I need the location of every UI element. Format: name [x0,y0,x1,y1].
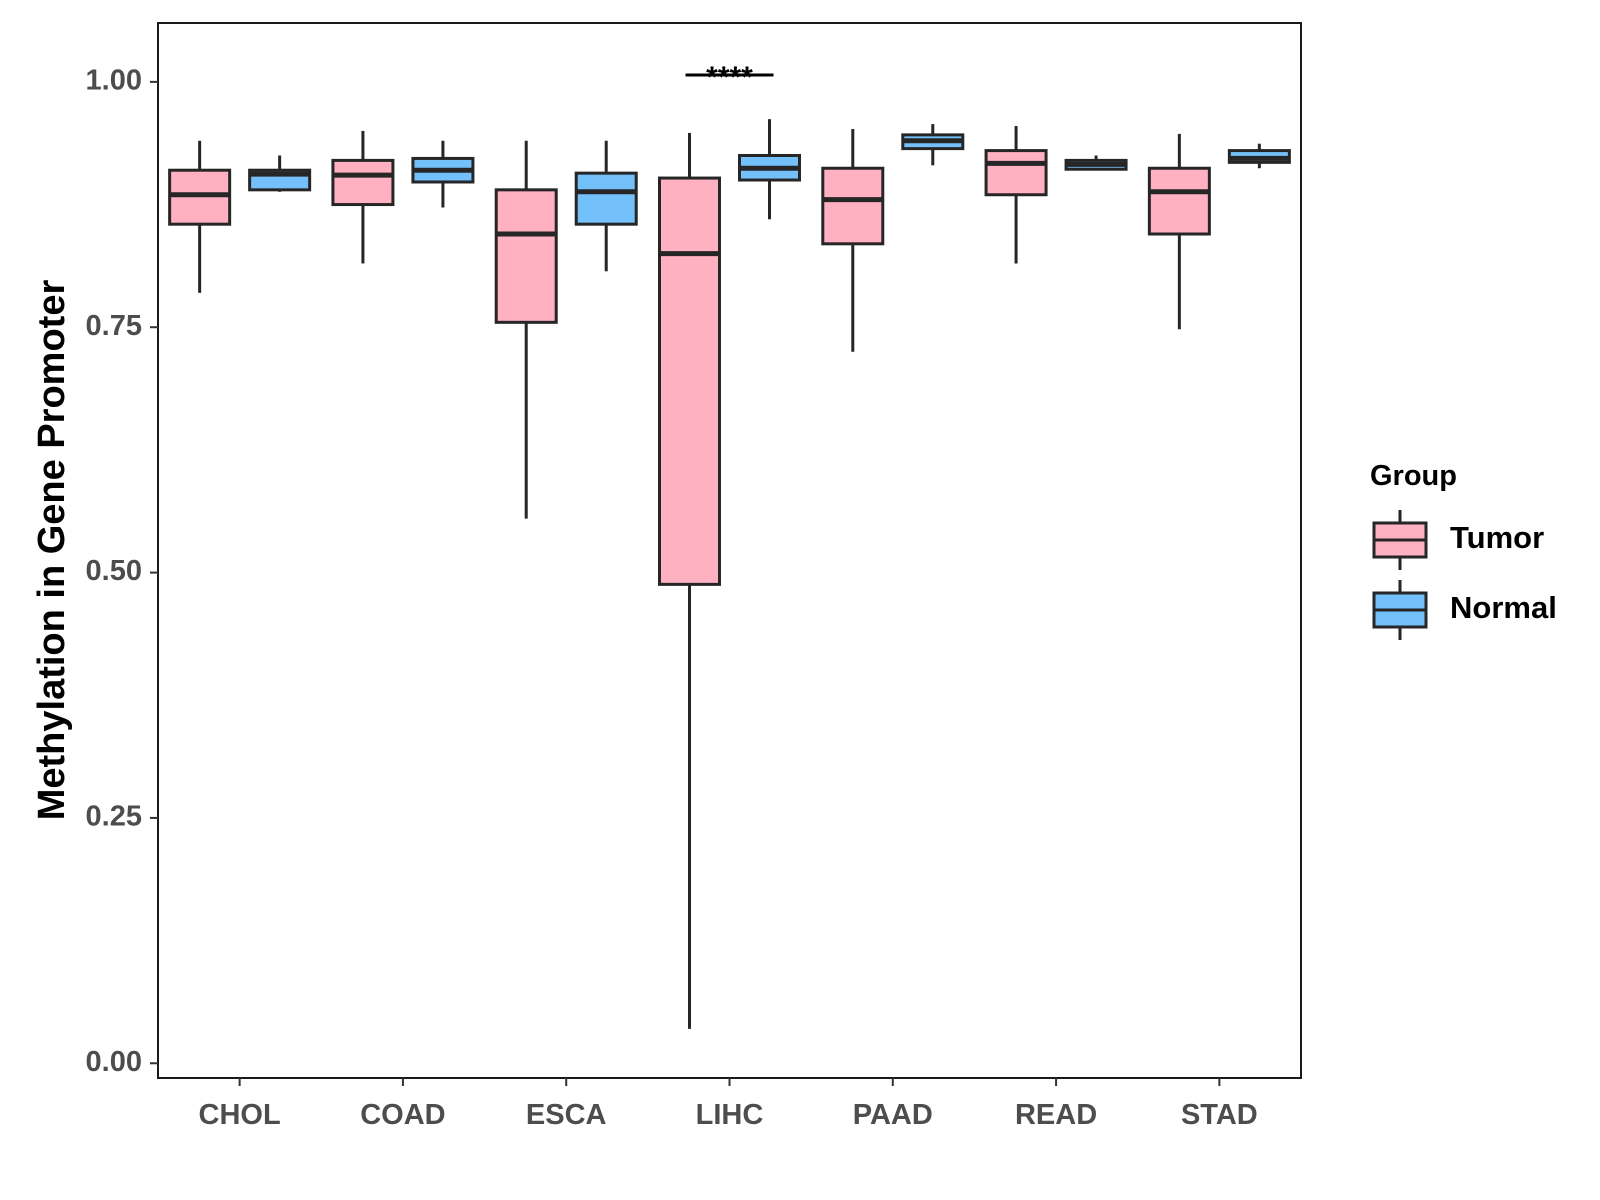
y-tick-label: 1.00 [86,65,142,97]
y-axis-title: Methylation in Gene Promoter [31,280,73,821]
box-tumor-read [984,126,1048,264]
legend: Group Tumor Normal [1370,460,1557,640]
legend-title: Group [1370,460,1457,492]
box-normal-chol [248,155,312,192]
x-tick-label: PAAD [853,1099,933,1131]
box-body [658,176,721,586]
box-body [821,166,885,246]
box-body [331,158,395,207]
legend-label: Normal [1450,590,1557,625]
box-normal-stad [1227,143,1291,169]
x-tick-label: CHOL [199,1099,281,1131]
box-body [1147,166,1211,236]
box-body [984,149,1048,197]
x-tick-label: STAD [1181,1099,1258,1131]
box-tumor-stad [1147,133,1211,330]
legend-label: Tumor [1450,520,1544,555]
x-tick-label: READ [1015,1099,1097,1131]
box-normal-coad [411,140,475,208]
y-tick-label: 0.50 [86,555,142,587]
box-tumor-coad [331,130,395,264]
box-normal-esca [574,140,638,272]
y-tick-label: 0.75 [86,310,142,342]
legend-item-tumor: Tumor [1372,510,1544,570]
x-axis: CHOL COAD ESCA LIHC PAAD READ STAD [199,1078,1258,1131]
box-normal-paad [901,124,965,166]
box-normal-read [1064,155,1128,171]
x-tick-label: ESCA [526,1099,607,1131]
plot-panel [157,22,1302,1079]
y-tick-label: 0.00 [86,1046,142,1078]
x-tick-label: LIHC [696,1099,764,1131]
box-tumor-lihc [658,132,721,1029]
box-tumor-chol [168,140,232,293]
legend-item-normal: Normal [1372,580,1557,640]
significance-layer: **** [685,61,774,94]
box-tumor-esca [494,140,558,519]
box-layer [168,119,1291,1029]
significance-label: **** [706,61,753,94]
box-tumor-paad [821,128,885,352]
x-tick-label: COAD [360,1099,445,1131]
box-body [574,171,638,226]
box-normal-lihc [738,119,801,220]
y-tick-label: 0.25 [86,801,142,833]
box-body [494,188,558,324]
y-axis: 0.00 0.25 0.50 0.75 1.00 [86,65,158,1078]
plot-panel-border [157,22,1302,1079]
